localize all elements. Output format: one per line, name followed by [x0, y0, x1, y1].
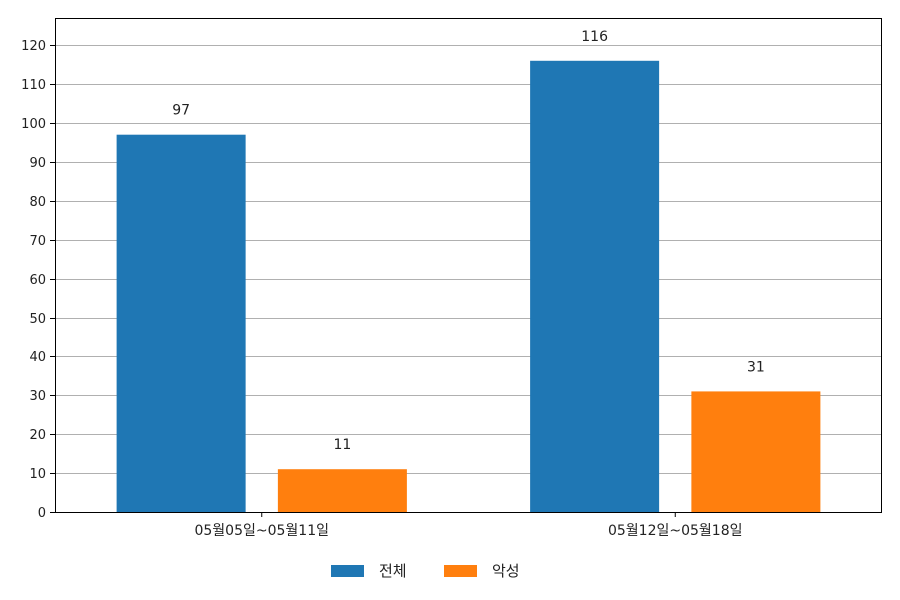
legend-swatch [444, 565, 477, 577]
x-tick-label: 05월12일~05월18일 [608, 523, 743, 539]
y-tick-label: 110 [21, 78, 46, 93]
data-label: 11 [333, 437, 351, 453]
y-tick-label: 30 [29, 389, 46, 404]
data-label: 116 [581, 29, 608, 45]
y-tick-label: 70 [29, 234, 46, 249]
y-tick-label: 50 [29, 312, 46, 327]
y-tick-label: 60 [29, 273, 46, 288]
bars [116, 60, 821, 512]
bar [116, 134, 246, 512]
legend-label: 악성 [492, 562, 520, 580]
legend: 전체 악성 [331, 562, 520, 580]
y-tick-label: 20 [29, 428, 46, 443]
y-tick-label: 0 [38, 506, 46, 521]
y-tick-label: 10 [29, 467, 46, 482]
y-tick-label: 90 [29, 156, 46, 171]
y-tick-label: 120 [21, 39, 46, 54]
data-label: 31 [747, 359, 765, 375]
y-tick-label: 40 [29, 350, 46, 365]
data-label: 97 [172, 103, 190, 119]
x-axis: 05월05일~05월11일 05월12일~05월18일 [194, 512, 743, 539]
bar [277, 469, 407, 512]
x-tick-label: 05월05일~05월11일 [194, 523, 329, 539]
y-tick-label: 100 [21, 117, 46, 132]
y-axis: 0 10 20 30 40 50 60 70 80 90 100 110 120 [21, 39, 55, 521]
data-labels: 97 11 116 31 [172, 29, 765, 453]
legend-swatch [331, 565, 364, 577]
bar [691, 391, 821, 512]
legend-label: 전체 [379, 562, 407, 580]
y-tick-label: 80 [29, 195, 46, 210]
plot-frame [55, 18, 882, 513]
bar [530, 60, 660, 512]
